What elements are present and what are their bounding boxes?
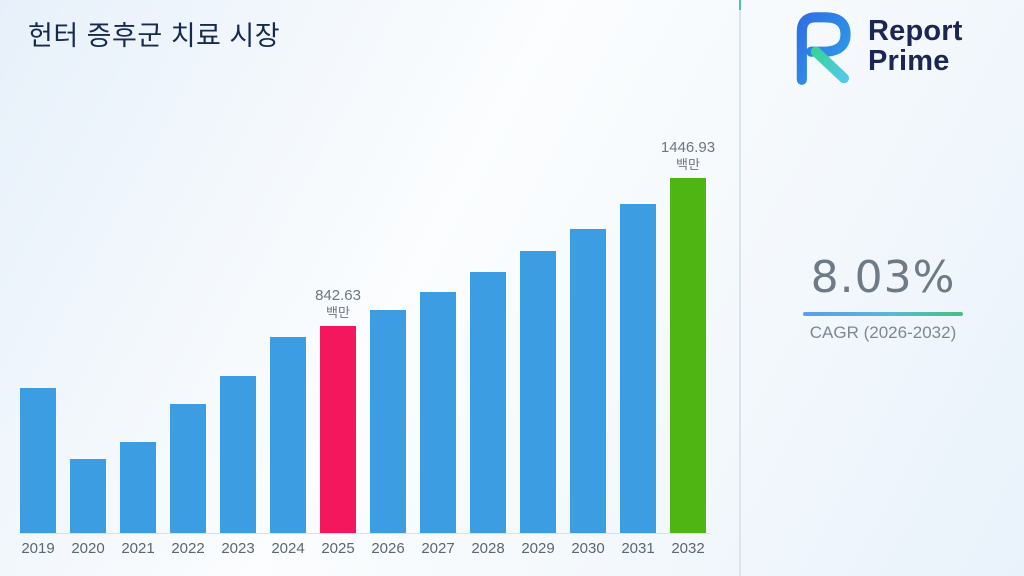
bar-2021 [120, 442, 156, 533]
x-tick-2032: 2032 [671, 540, 705, 557]
bar-group-2026 [370, 310, 406, 533]
bar-2025 [320, 326, 356, 533]
kpi-underline [803, 312, 963, 316]
x-tick-2019: 2019 [21, 540, 55, 557]
bar-group-2021 [120, 442, 156, 533]
bar-group-2031 [620, 204, 656, 533]
brand-name-line2: Prime [868, 45, 950, 77]
bar-2029 [520, 251, 556, 533]
bar-value-label-2032: 1446.93 백만 [660, 139, 716, 173]
x-tick-2031: 2031 [621, 540, 655, 557]
x-tick-2027: 2027 [421, 540, 455, 557]
bar-2031 [620, 204, 656, 533]
bar-group-2024 [270, 337, 306, 533]
bar-group-2027 [420, 292, 456, 533]
x-tick-2028: 2028 [471, 540, 505, 557]
brand-name: Report Prime [868, 17, 963, 76]
bar-group-2030 [570, 229, 606, 533]
cagr-value: 8.03% [810, 252, 956, 303]
kpi-block: 8.03% CAGR (2026-2032) [742, 252, 1024, 343]
x-tick-2026: 2026 [371, 540, 405, 557]
bar-2019 [20, 388, 56, 533]
x-axis-labels: 2019 2020 2021 2022 2023 2024 2025 2026 2027 2028… [20, 540, 710, 557]
brand-logo: Report Prime [780, 8, 963, 86]
bar-value-label-2025: 842.63 백만 [315, 287, 361, 321]
bar-2026 [370, 310, 406, 533]
bar-group-2019 [20, 388, 56, 533]
bar-2028 [470, 272, 506, 533]
bar-2027 [420, 292, 456, 533]
x-tick-2030: 2030 [571, 540, 605, 557]
bar-chart: 842.63 백만 1446.93 백만 2019 2020 2021 2022 2023 20… [20, 133, 715, 557]
report-prime-logo-icon [796, 12, 851, 85]
x-tick-2024: 2024 [271, 540, 305, 557]
bar-2032 [670, 178, 706, 533]
cagr-label: CAGR (2026-2032) [809, 323, 957, 342]
bar-2030 [570, 229, 606, 533]
bar-2020 [70, 459, 106, 533]
bar-group-2020 [70, 459, 106, 533]
x-tick-2020: 2020 [71, 540, 105, 557]
bar-group-2028 [470, 272, 506, 533]
vertical-divider [739, 0, 741, 576]
x-tick-2021: 2021 [121, 540, 155, 557]
x-tick-2025: 2025 [321, 540, 355, 557]
bar-group-2025: 842.63 백만 [315, 287, 361, 533]
bar-group-2022 [170, 404, 206, 533]
page-title: 헌터 증후군 치료 시장 [28, 21, 281, 51]
bars-area: 842.63 백만 1446.93 백만 [20, 133, 715, 534]
bar-2022 [170, 404, 206, 533]
x-tick-2029: 2029 [521, 540, 555, 557]
brand-name-line1: Report [868, 15, 963, 48]
bar-group-2023 [220, 376, 256, 533]
x-tick-2022: 2022 [171, 540, 205, 557]
bar-2023 [220, 376, 256, 533]
x-tick-2023: 2023 [221, 540, 255, 557]
bar-group-2032: 1446.93 백만 [661, 139, 715, 533]
bar-2024 [270, 337, 306, 533]
bar-group-2029 [520, 251, 556, 533]
